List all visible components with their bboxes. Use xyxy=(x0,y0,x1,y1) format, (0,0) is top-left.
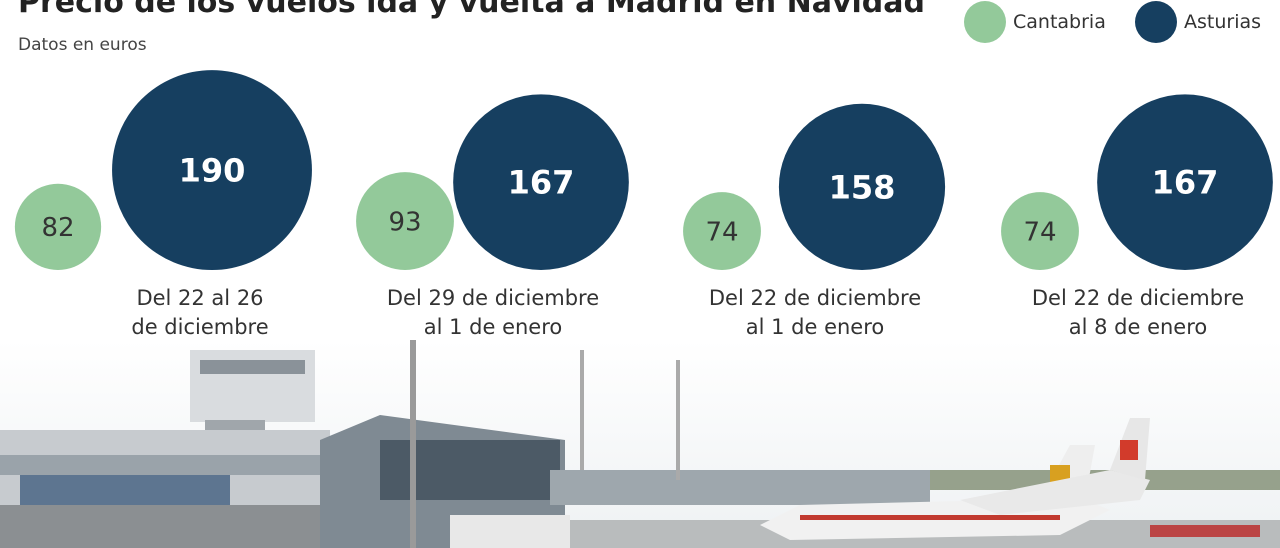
bubble xyxy=(453,94,629,270)
bubble xyxy=(112,70,312,270)
category-label: Del 22 al 26 de diciembre xyxy=(131,286,269,339)
legend-swatch xyxy=(1135,1,1177,43)
bubble xyxy=(778,103,946,270)
value-label: 167 xyxy=(1152,164,1219,202)
legend-label: Cantabria xyxy=(1013,11,1106,33)
bubble xyxy=(356,172,454,270)
bubble xyxy=(1097,94,1273,270)
value-label: 158 xyxy=(829,168,896,206)
background-photo xyxy=(0,340,1280,548)
value-label: 74 xyxy=(1023,217,1056,247)
value-label: 190 xyxy=(179,152,246,190)
chart-subtitle: Datos en euros xyxy=(18,35,147,55)
bubble xyxy=(683,192,761,270)
category-label: Del 22 de diciembre al 8 de enero xyxy=(1031,286,1245,339)
bubble xyxy=(1001,192,1079,270)
value-label: 167 xyxy=(508,164,575,202)
category-label: Del 29 de diciembre al 1 de enero xyxy=(386,286,600,339)
value-label: 74 xyxy=(705,217,738,247)
value-label: 93 xyxy=(388,207,421,237)
bubble xyxy=(14,183,102,270)
chart-title: Precio de los vuelos ida y vuelta a Madr… xyxy=(18,0,925,20)
legend-label: Asturias xyxy=(1184,11,1261,33)
legend-swatch xyxy=(964,1,1006,43)
value-label: 82 xyxy=(41,213,74,243)
category-label: Del 22 de diciembre al 1 de enero xyxy=(708,286,922,339)
